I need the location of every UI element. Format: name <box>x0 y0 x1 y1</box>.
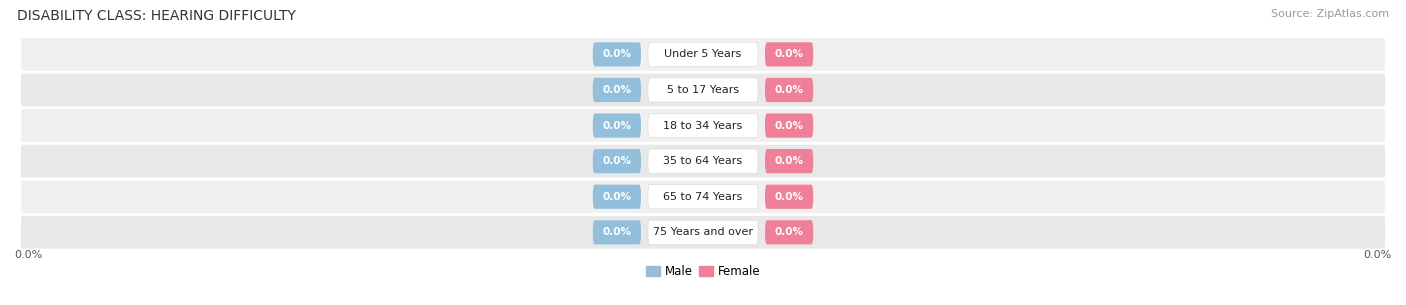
FancyBboxPatch shape <box>765 149 813 173</box>
Text: 0.0%: 0.0% <box>602 49 631 59</box>
FancyBboxPatch shape <box>593 78 641 102</box>
FancyBboxPatch shape <box>593 185 641 209</box>
FancyBboxPatch shape <box>21 216 1385 249</box>
FancyBboxPatch shape <box>593 42 641 66</box>
FancyBboxPatch shape <box>21 180 1385 213</box>
FancyBboxPatch shape <box>648 42 758 66</box>
Text: 0.0%: 0.0% <box>775 120 804 131</box>
FancyBboxPatch shape <box>21 145 1385 178</box>
Text: 0.0%: 0.0% <box>14 250 42 260</box>
FancyBboxPatch shape <box>21 109 1385 142</box>
Text: 18 to 34 Years: 18 to 34 Years <box>664 120 742 131</box>
Text: 0.0%: 0.0% <box>602 85 631 95</box>
Text: 0.0%: 0.0% <box>775 156 804 166</box>
Text: 75 Years and over: 75 Years and over <box>652 227 754 237</box>
Text: 65 to 74 Years: 65 to 74 Years <box>664 192 742 202</box>
FancyBboxPatch shape <box>765 220 813 244</box>
Text: 0.0%: 0.0% <box>775 85 804 95</box>
Text: 0.0%: 0.0% <box>1364 250 1392 260</box>
FancyBboxPatch shape <box>648 113 758 138</box>
Legend: Male, Female: Male, Female <box>641 260 765 283</box>
FancyBboxPatch shape <box>765 185 813 209</box>
Text: 5 to 17 Years: 5 to 17 Years <box>666 85 740 95</box>
Text: 0.0%: 0.0% <box>775 192 804 202</box>
Text: 0.0%: 0.0% <box>602 192 631 202</box>
Text: 0.0%: 0.0% <box>602 227 631 237</box>
FancyBboxPatch shape <box>593 220 641 244</box>
FancyBboxPatch shape <box>648 185 758 209</box>
Text: 0.0%: 0.0% <box>775 49 804 59</box>
FancyBboxPatch shape <box>765 113 813 138</box>
FancyBboxPatch shape <box>593 149 641 173</box>
Text: 0.0%: 0.0% <box>602 156 631 166</box>
Text: Under 5 Years: Under 5 Years <box>665 49 741 59</box>
FancyBboxPatch shape <box>648 149 758 173</box>
Text: 35 to 64 Years: 35 to 64 Years <box>664 156 742 166</box>
Text: 0.0%: 0.0% <box>775 227 804 237</box>
Text: Source: ZipAtlas.com: Source: ZipAtlas.com <box>1271 9 1389 19</box>
FancyBboxPatch shape <box>648 78 758 102</box>
Text: DISABILITY CLASS: HEARING DIFFICULTY: DISABILITY CLASS: HEARING DIFFICULTY <box>17 9 295 23</box>
FancyBboxPatch shape <box>21 38 1385 71</box>
FancyBboxPatch shape <box>765 42 813 66</box>
FancyBboxPatch shape <box>648 220 758 244</box>
FancyBboxPatch shape <box>765 78 813 102</box>
FancyBboxPatch shape <box>21 74 1385 106</box>
FancyBboxPatch shape <box>593 113 641 138</box>
Text: 0.0%: 0.0% <box>602 120 631 131</box>
